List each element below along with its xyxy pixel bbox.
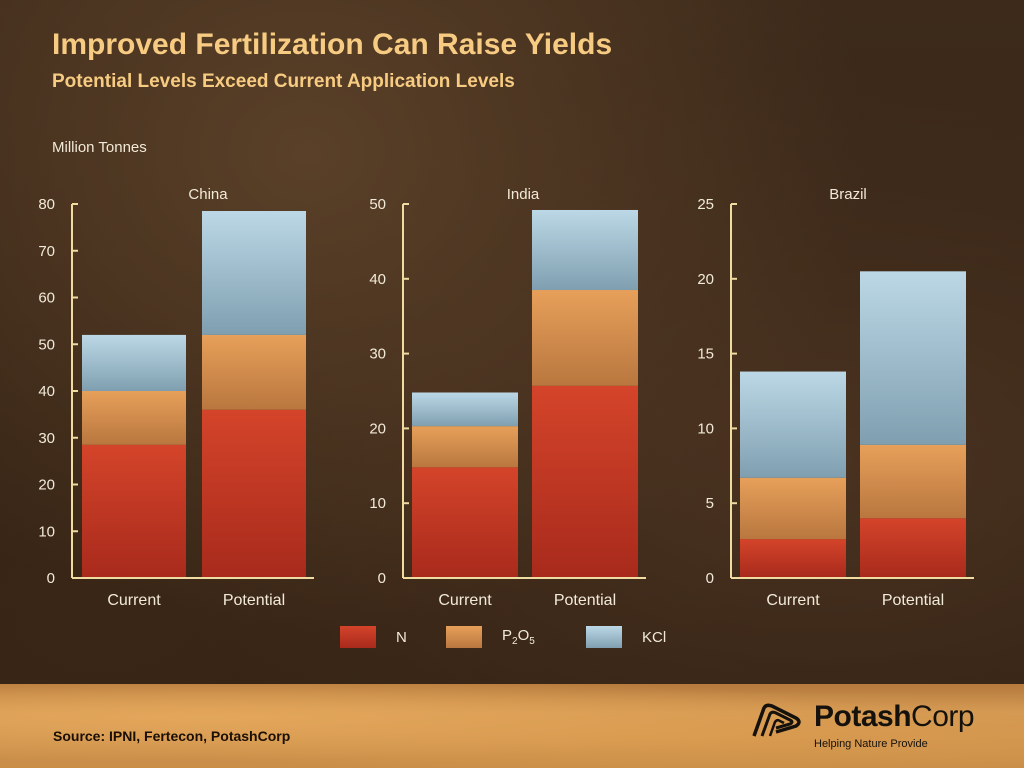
bar-china-current-p2o5 bbox=[82, 391, 186, 445]
legend-item-n: N bbox=[340, 626, 407, 648]
legend-label-kcl: KCl bbox=[642, 628, 667, 646]
y-tick-label-china: 0 bbox=[47, 570, 55, 587]
chart-title: Improved Fertilization Can Raise Yields bbox=[52, 28, 613, 61]
bar-china-potential-p2o5 bbox=[202, 334, 306, 410]
bar-india-potential-p2o5 bbox=[532, 290, 638, 386]
legend-item-kcl: KCl bbox=[586, 626, 666, 648]
y-tick-label-china: 60 bbox=[38, 290, 55, 307]
y-tick-label-brazil: 25 bbox=[697, 196, 714, 213]
y-tick-label-china: 70 bbox=[38, 243, 55, 260]
bar-china-current-kcl bbox=[82, 334, 186, 391]
footer-band: Source: IPNI, Fertecon, PotashCorp Potas… bbox=[0, 684, 1024, 768]
y-tick-label-india: 40 bbox=[369, 271, 386, 288]
x-tick-label-brazil-current: Current bbox=[766, 592, 820, 609]
y-tick-label-india: 20 bbox=[369, 420, 386, 437]
panel-title-china: China bbox=[188, 186, 228, 203]
x-tick-label-china-current: Current bbox=[107, 592, 161, 609]
bar-india-potential-kcl bbox=[532, 209, 638, 291]
bar-brazil-potential-n bbox=[860, 518, 966, 578]
legend-label-p2o5: P2O5 bbox=[502, 627, 535, 647]
y-tick-label-brazil: 15 bbox=[697, 346, 714, 363]
units-label: Million Tonnes bbox=[52, 139, 147, 156]
bar-brazil-potential-kcl bbox=[860, 271, 966, 445]
source-note: Source: IPNI, Fertecon, PotashCorp bbox=[53, 728, 291, 744]
y-tick-label-brazil: 0 bbox=[706, 570, 714, 587]
y-tick-label-china: 50 bbox=[38, 336, 55, 353]
potashcorp-logo-mark-icon bbox=[752, 703, 801, 737]
logo-tagline: Helping Nature Provide bbox=[814, 738, 928, 750]
bar-india-current-n bbox=[412, 467, 518, 578]
x-tick-label-india-current: Current bbox=[438, 592, 492, 609]
x-tick-label-brazil-potential: Potential bbox=[882, 592, 944, 609]
y-tick-label-india: 0 bbox=[378, 570, 386, 587]
y-tick-label-china: 40 bbox=[38, 383, 55, 400]
bar-china-potential-n bbox=[202, 409, 306, 578]
logo-wordmark: PotashCorp bbox=[814, 700, 975, 733]
legend-item-p2o5: P2O5 bbox=[446, 626, 535, 648]
bar-brazil-current-n bbox=[740, 539, 846, 578]
chart-subtitle: Potential Levels Exceed Current Applicat… bbox=[52, 71, 515, 92]
y-tick-label-china: 10 bbox=[38, 523, 55, 540]
bar-india-current-kcl bbox=[412, 392, 518, 427]
bar-india-current-p2o5 bbox=[412, 426, 518, 468]
x-tick-label-china-potential: Potential bbox=[223, 592, 285, 609]
panel-title-brazil: Brazil bbox=[829, 186, 867, 203]
bar-brazil-current-p2o5 bbox=[740, 477, 846, 540]
panel-title-india: India bbox=[507, 186, 540, 203]
y-tick-label-china: 20 bbox=[38, 477, 55, 494]
bar-india-potential-n bbox=[532, 385, 638, 578]
y-tick-label-brazil: 5 bbox=[706, 495, 714, 512]
potashcorp-logo: PotashCorp Helping Nature Provide bbox=[748, 700, 998, 760]
bar-china-potential-kcl bbox=[202, 211, 306, 335]
y-tick-label-india: 50 bbox=[369, 196, 386, 213]
legend-swatch-p2o5 bbox=[446, 626, 482, 648]
legend-swatch-n bbox=[340, 626, 376, 648]
y-tick-label-india: 30 bbox=[369, 346, 386, 363]
x-tick-label-india-potential: Potential bbox=[554, 592, 616, 609]
y-tick-label-india: 10 bbox=[369, 495, 386, 512]
bar-china-current-n bbox=[82, 444, 186, 578]
bar-brazil-current-kcl bbox=[740, 371, 846, 478]
y-tick-label-china: 80 bbox=[38, 196, 55, 213]
legend-swatch-kcl bbox=[586, 626, 622, 648]
bar-brazil-potential-p2o5 bbox=[860, 444, 966, 519]
y-tick-label-brazil: 20 bbox=[697, 271, 714, 288]
y-tick-label-brazil: 10 bbox=[697, 420, 714, 437]
legend-label-n: N bbox=[396, 628, 407, 646]
y-tick-label-china: 30 bbox=[38, 430, 55, 447]
